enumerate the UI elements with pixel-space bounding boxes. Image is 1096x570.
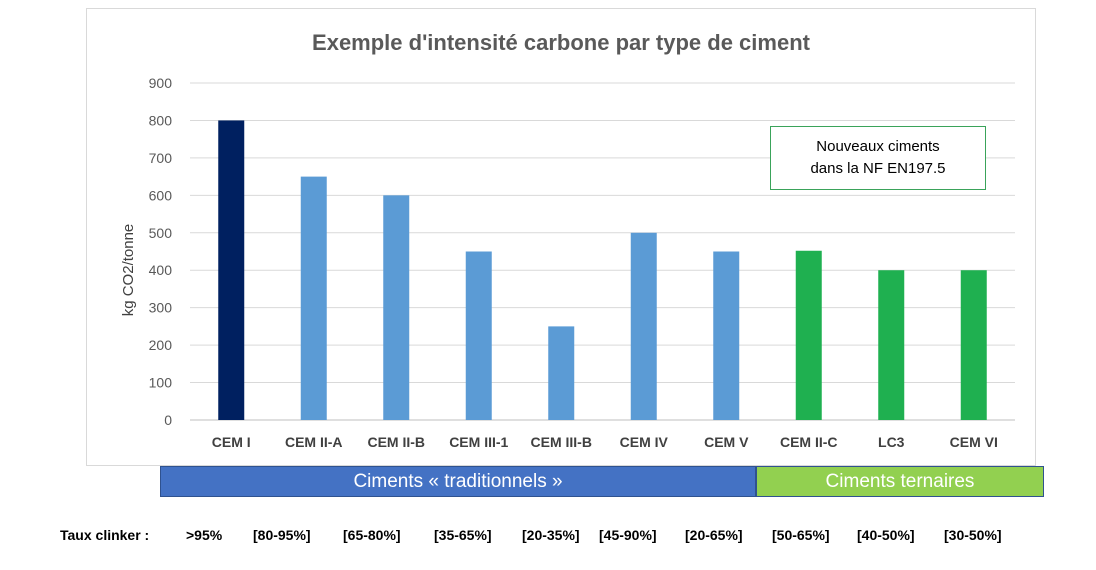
- clinker-rate: [65-80%]: [343, 527, 401, 543]
- y-tick-label: 700: [149, 150, 173, 166]
- clinker-rate: [80-95%]: [253, 527, 311, 543]
- y-tick-label: 500: [149, 225, 173, 241]
- clinker-rate: [20-35%]: [522, 527, 580, 543]
- x-category-label: CEM VI: [950, 434, 998, 450]
- x-category-label: CEM III-1: [449, 434, 508, 450]
- bar: [300, 176, 327, 420]
- clinker-rate: [35-65%]: [434, 527, 492, 543]
- y-tick-label: 0: [164, 412, 172, 428]
- ternary-cements-label: Ciments ternaires: [825, 470, 975, 492]
- chart-title: Exemple d'intensité carbone par type de …: [312, 30, 811, 55]
- note-line-2: dans la NF EN197.5: [810, 160, 946, 177]
- y-tick-label: 100: [149, 375, 173, 391]
- y-tick-label: 200: [149, 337, 173, 353]
- y-tick-label: 800: [149, 112, 173, 128]
- bar: [630, 232, 657, 420]
- clinker-rate-row: Taux clinker : >95% [80-95%] [65-80%] [3…: [0, 527, 1096, 547]
- clinker-rate: [50-65%]: [772, 527, 830, 543]
- traditional-cements-band: Ciments « traditionnels »: [160, 466, 756, 497]
- y-tick-label: 400: [149, 262, 173, 278]
- bar: [218, 120, 245, 420]
- bar: [465, 251, 492, 420]
- x-category-label: LC3: [878, 434, 905, 450]
- x-category-label: CEM V: [704, 434, 749, 450]
- bar: [548, 326, 575, 420]
- y-tick-label: 300: [149, 300, 173, 316]
- x-category-label: CEM II-A: [285, 434, 343, 450]
- clinker-rate: [40-50%]: [857, 527, 915, 543]
- x-category-label: CEM II-C: [780, 434, 838, 450]
- x-category-label: CEM I: [212, 434, 251, 450]
- x-category-label: CEM III-B: [531, 434, 592, 450]
- bar: [960, 270, 987, 420]
- clinker-rate: [20-65%]: [685, 527, 743, 543]
- clinker-rate: [30-50%]: [944, 527, 1002, 543]
- bar: [713, 251, 740, 420]
- y-axis-label: kg CO2/tonne: [120, 224, 137, 317]
- clinker-rate: [45-90%]: [599, 527, 657, 543]
- y-tick-label: 600: [149, 187, 173, 203]
- y-tick-label: 900: [149, 75, 173, 91]
- x-category-label: CEM IV: [620, 434, 669, 450]
- ternary-cements-band: Ciments ternaires: [756, 466, 1044, 497]
- note-line-1: Nouveaux ciments: [816, 138, 940, 155]
- bar: [878, 270, 905, 420]
- new-cements-note: Nouveaux ciments dans la NF EN197.5: [770, 126, 986, 190]
- traditional-cements-label: Ciments « traditionnels »: [353, 470, 563, 492]
- clinker-rate-label: Taux clinker :: [60, 527, 150, 543]
- bar-chart: Exemple d'intensité carbone par type de …: [120, 30, 1015, 450]
- bar: [795, 250, 822, 420]
- bar: [383, 195, 410, 420]
- clinker-rate: >95%: [186, 527, 223, 543]
- x-category-label: CEM II-B: [367, 434, 425, 450]
